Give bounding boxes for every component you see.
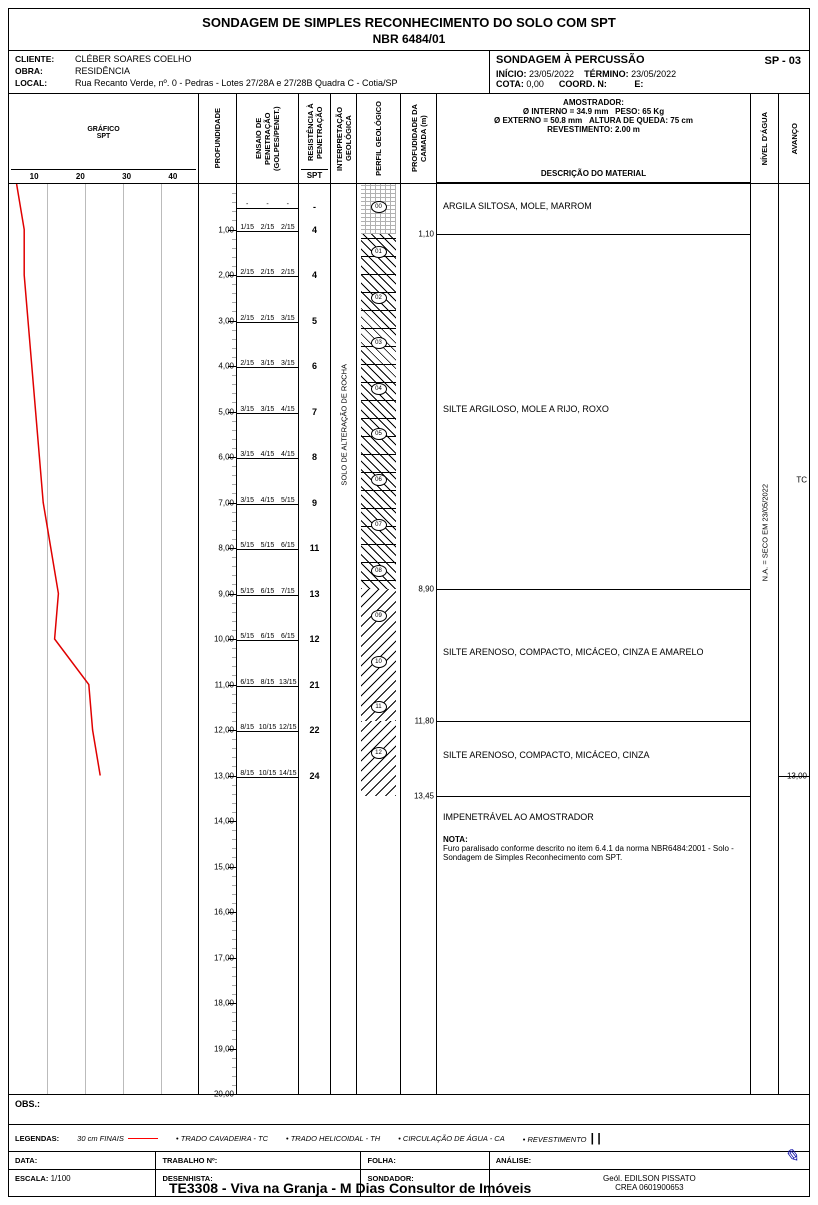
col-profcam-hdr: PROFUDIDADE DA CAMADA (m) (401, 94, 436, 184)
profcam-body: 1,108,9011,8013,45 (401, 184, 436, 1094)
col-ensaio: ENSAIO DE PENETRAÇÃO (GOLPES/PENET.) ---… (237, 94, 299, 1094)
legend-th: TRADO HELICOIDAL - TH (291, 1134, 380, 1143)
cota-label: COTA: (496, 79, 524, 89)
col-prof-camada: PROFUDIDADE DA CAMADA (m) 1,108,9011,801… (401, 94, 437, 1094)
amostrador-altura: ALTURA DE QUEDA: 75 cm (589, 116, 693, 125)
inicio-value: 23/05/2022 (529, 69, 574, 79)
col-perfil-hdr: PERFIL GEOLÓGICO (357, 94, 400, 184)
footer-cre: CREA 0601900653 (615, 1183, 684, 1192)
info-block: CLIENTE:CLÉBER SOARES COELHO OBRA:RESIDÊ… (9, 51, 809, 94)
amostrador-peso: PESO: 65 Kg (615, 107, 664, 116)
col-graph: GRÁFICO SPT 10203040 (9, 94, 199, 1094)
nivel-seco: N.A. = SECO EM 23/05/2022 (760, 484, 769, 581)
footer-row1: DATA: TRABALHO Nº: FOLHA: ANÁLISE: ✎ (9, 1151, 809, 1169)
coorde-label: E: (634, 79, 643, 89)
interp-body: SOLO DE ALTERAÇÃO DE ROCHA (331, 184, 356, 1094)
report-subtitle: NBR 6484/01 (9, 32, 809, 51)
amostrador-rev: REVESTIMENTO: 2.00 m (547, 125, 640, 134)
graph-area (9, 184, 198, 1094)
nivel-body: N.A. = SECO EM 23/05/2022 (751, 184, 778, 1094)
col-avanco-hdr: AVANÇO (779, 94, 809, 184)
col-ensaio-hdr: ENSAIO DE PENETRAÇÃO (GOLPES/PENET.) (237, 94, 298, 184)
desc-body: ARGILA SILTOSA, MOLE, MARROMSILTE ARGILO… (437, 184, 750, 1094)
obs-block: OBS.: (9, 1094, 809, 1124)
signature-icon: ✎ (784, 1146, 799, 1167)
col-nivel-hdr: NÍVEL D'ÁGUA (751, 94, 778, 184)
col-nivel-agua: NÍVEL D'ÁGUA N.A. = SECO EM 23/05/2022 (751, 94, 779, 1094)
col-profundidade: PROFUNDIDADE 1,002,003,004,005,006,007,0… (199, 94, 237, 1094)
coordn-label: COORD. N: (559, 79, 607, 89)
local-value: Rua Recanto Verde, nº. 0 - Pedras - Lote… (75, 78, 397, 88)
sp-code: SP - 03 (765, 55, 802, 67)
graph-axis: 10203040 (11, 169, 196, 181)
col-avanco: AVANÇO TC13,00 (779, 94, 809, 1094)
interp-rocha: SOLO DE ALTERAÇÃO DE ROCHA (339, 364, 348, 486)
amostrador-externo: Ø EXTERNO = 50.8 mm (494, 116, 582, 125)
legend-finais: 30 cm FINAIS (77, 1134, 124, 1143)
obs-label: OBS.: (15, 1099, 40, 1109)
col-desc-hdr: AMOSTRADOR: Ø INTERNO = 34.9 mm PESO: 65… (437, 94, 750, 184)
spt-body: -4456789111312212224 (299, 184, 330, 1094)
report-title: SONDAGEM DE SIMPLES RECONHECIMENTO DO SO… (9, 9, 809, 32)
legends-label: LEGENDAS: (15, 1134, 59, 1143)
cota-value: 0,00 (526, 79, 544, 89)
inicio-label: INÍCIO: (496, 69, 527, 79)
footer-escala-label: ESCALA: (15, 1174, 48, 1183)
legends-row: LEGENDAS: 30 cm FINAIS • TRADO CAVADEIRA… (9, 1124, 809, 1151)
local-label: LOCAL: (15, 78, 75, 88)
page-container: SONDAGEM DE SIMPLES RECONHECIMENTO DO SO… (8, 8, 810, 1197)
graph-title: GRÁFICO SPT (87, 96, 119, 169)
legend-ca: CIRCULAÇÃO DE ÁGUA - CA (403, 1134, 505, 1143)
body-grid: GRÁFICO SPT 10203040 PROFUNDIDADE 1,002,… (9, 94, 809, 1094)
legend-tc: TRADO CAVADEIRA - TC (181, 1134, 268, 1143)
info-right: SONDAGEM À PERCUSSÃO SP - 03 INÍCIO: 23/… (489, 51, 809, 93)
col-interpretacao: INTERPRETAÇÃO GEOLÓGICA SOLO DE ALTERAÇÃ… (331, 94, 357, 1094)
amostrador-title: AMOSTRADOR: (563, 98, 624, 107)
col-spt: RESISTÊNCIA À PENETRAÇÃO SPT -4456789111… (299, 94, 331, 1094)
footer-data-label: DATA: (15, 1156, 37, 1165)
red-line-icon (128, 1138, 158, 1139)
depth-scale: 1,002,003,004,005,006,007,008,009,0010,0… (199, 184, 236, 1094)
col-interp-hdr: INTERPRETAÇÃO GEOLÓGICA (331, 94, 356, 184)
client-label: CLIENTE: (15, 54, 75, 64)
col-perfil: PERFIL GEOLÓGICO 00010203040506070809101… (357, 94, 401, 1094)
client-value: CLÉBER SOARES COELHO (75, 54, 192, 64)
ensaio-body: ---1/152/152/152/152/152/152/152/153/152… (237, 184, 298, 1094)
amostrador-interno: Ø INTERNO = 34.9 mm (523, 107, 609, 116)
avanco-body: TC13,00 (779, 184, 809, 1094)
footer-analise-label: ANÁLISE: (496, 1156, 531, 1165)
desc-hdr-label: DESCRIÇÃO DO MATERIAL (437, 165, 750, 183)
amostrador-block: AMOSTRADOR: Ø INTERNO = 34.9 mm PESO: 65… (437, 94, 750, 165)
obra-label: OBRA: (15, 66, 75, 76)
footer-trabalho-label: TRABALHO Nº: (162, 1156, 217, 1165)
footer-geol: Geól. EDILSON PISSATO (603, 1174, 696, 1183)
col-graph-hdr: GRÁFICO SPT 10203040 (9, 94, 198, 184)
watermark-text: TE3308 - Viva na Granja - M Dias Consult… (169, 1180, 531, 1196)
termino-label: TÉRMINO: (584, 69, 629, 79)
info-left: CLIENTE:CLÉBER SOARES COELHO OBRA:RESIDÊ… (9, 51, 489, 93)
col-descricao: AMOSTRADOR: Ø INTERNO = 34.9 mm PESO: 65… (437, 94, 751, 1094)
col-spt-hdr: RESISTÊNCIA À PENETRAÇÃO SPT (299, 94, 330, 184)
obra-value: RESIDÊNCIA (75, 66, 130, 76)
sondagem-title: SONDAGEM À PERCUSSÃO (496, 54, 803, 66)
footer-folha-label: FOLHA: (367, 1156, 395, 1165)
footer-escala-value: 1/100 (51, 1174, 71, 1183)
termino-value: 23/05/2022 (631, 69, 676, 79)
legend-rev: REVESTIMENTO (527, 1135, 586, 1144)
perfil-body: 00010203040506070809101112 (357, 184, 400, 1094)
col-prof-hdr: PROFUNDIDADE (199, 94, 236, 184)
